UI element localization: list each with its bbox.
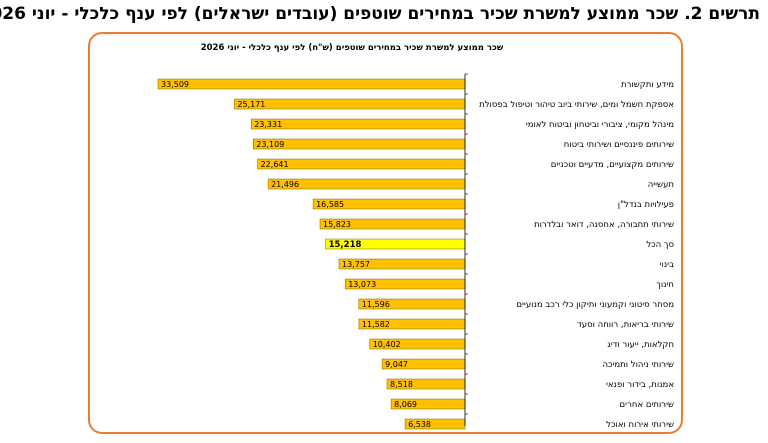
bar-chart: שכר ממוצע למשרת שכיר במחירים שוטפים (ש"ח… <box>157 43 675 430</box>
category-label: מסחר סיטוני וקמעוני ותיקון כלי רכב מנועי… <box>516 300 674 310</box>
category-label: שירותי תחבורה, אחסנה, דואר ובלדרות <box>534 220 674 230</box>
category-label: אספקת חשמל ומים, שירותי ביוב טיהור וטיפו… <box>479 100 674 110</box>
category-label: סך הכל <box>646 240 674 250</box>
chart-frame: שכר ממוצע למשרת שכיר במחירים שוטפים (ש"ח… <box>88 32 683 434</box>
bar-value-label: 33,509 <box>161 80 189 89</box>
bar-value-label: 15,823 <box>323 220 351 229</box>
bars-layer: 33,509 מידע ותקשורת 25,171 אספקת חשמל ומים,… <box>157 73 675 430</box>
category-label: אמנות, בידור ופנאי <box>606 380 674 390</box>
bar-value-label: 8,069 <box>394 400 417 409</box>
category-label: תעשייה <box>648 180 674 190</box>
bar-value-label: 13,073 <box>348 280 376 289</box>
category-label: מידע ותקשורת <box>621 80 674 90</box>
category-label: שירותי ניהול ותמיכה <box>602 360 674 370</box>
category-label: בינוי <box>660 260 675 270</box>
bar-value-label: 10,402 <box>373 340 401 349</box>
bar-value-label: 11,596 <box>362 300 390 309</box>
category-label: שירותים מקצועיים, מדעיים וטכניים <box>551 160 674 170</box>
bar-value-label: 8,518 <box>390 380 413 389</box>
chart-title: שכר ממוצע למשרת שכיר במחירים שוטפים (ש"ח… <box>201 43 504 53</box>
bar-value-label: 11,582 <box>362 320 390 329</box>
bar-value-label: 25,171 <box>237 100 265 109</box>
bar-value-label: 23,331 <box>254 120 282 129</box>
bar <box>234 98 466 110</box>
bar-value-label: 15,218 <box>329 240 362 250</box>
category-label: שירותי אירוח ואוכל <box>606 420 674 430</box>
bar-value-label: 22,641 <box>261 160 289 169</box>
bar-value-label: 13,757 <box>342 260 370 269</box>
bar-value-label: 23,109 <box>256 140 284 149</box>
bar-value-label: 9,047 <box>385 360 408 369</box>
page-title: תרשים 2. שכר ממוצע למשרת שכיר במחירים שו… <box>0 4 760 24</box>
category-label: חינוך <box>656 280 674 290</box>
category-label: פעילויות בנדל"ן <box>618 200 674 210</box>
bar-value-label: 6,538 <box>408 420 431 429</box>
bar-value-label: 21,496 <box>271 180 299 189</box>
bar-value-label: 16,585 <box>316 200 344 209</box>
category-label: מינהל מקומי, ציבורי וביטחון וביטוח לאומי <box>526 120 674 130</box>
bar <box>257 158 466 170</box>
category-label: שירותי בריאות, רווחה וסעד <box>577 320 674 330</box>
category-label: שירותים אחרים <box>620 400 674 410</box>
bar <box>157 78 466 90</box>
bar <box>253 138 466 150</box>
category-label: שירותים פיננסיים ושירותי ביטוח <box>564 140 674 150</box>
category-label: חקלאות, ייעור ודיג <box>607 340 674 350</box>
bar <box>250 118 466 130</box>
